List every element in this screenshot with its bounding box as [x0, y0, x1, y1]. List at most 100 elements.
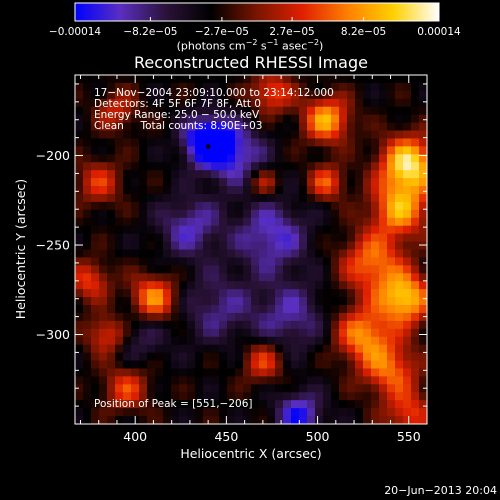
heatmap-cell — [355, 384, 364, 393]
heatmap-cell — [179, 130, 188, 140]
heatmap-cell — [363, 154, 372, 163]
heatmap-cell — [315, 146, 324, 155]
heatmap-cell — [219, 75, 228, 84]
heatmap-cell — [275, 352, 284, 362]
heatmap-cell — [123, 114, 132, 124]
heatmap-cell — [219, 193, 228, 203]
heatmap-cell — [275, 384, 284, 393]
heatmap-cell — [203, 320, 212, 330]
heatmap-cell — [411, 384, 420, 393]
heatmap-cell — [307, 170, 316, 179]
heatmap-cell — [83, 114, 92, 124]
heatmap-cell — [147, 384, 156, 393]
heatmap-cell — [179, 209, 188, 219]
heatmap-cell — [179, 265, 188, 274]
heatmap-cell — [187, 154, 196, 163]
heatmap-cell — [291, 400, 300, 409]
heatmap-cell — [347, 265, 356, 274]
heatmap-cell — [339, 400, 348, 409]
heatmap-cell — [235, 400, 244, 409]
heatmap-cell — [283, 186, 292, 195]
heatmap-cell — [179, 201, 188, 211]
heatmap-cell — [139, 368, 148, 378]
heatmap-cell — [403, 186, 412, 195]
x-tick-label: 550 — [397, 429, 421, 444]
heatmap-cell — [211, 376, 220, 385]
heatmap-cell — [131, 82, 140, 92]
heatmap-cell — [139, 162, 148, 171]
heatmap-cell — [315, 320, 324, 330]
heatmap-cell — [195, 217, 204, 227]
heatmap-cell — [115, 384, 124, 393]
heatmap-cell — [371, 344, 380, 354]
heatmap-cell — [187, 193, 196, 203]
heatmap-cell — [355, 328, 364, 338]
heatmap-cell — [355, 368, 364, 378]
heatmap-cell — [331, 75, 340, 84]
heatmap-cell — [235, 408, 244, 417]
heatmap-cell — [99, 344, 108, 354]
heatmap-cell — [387, 122, 396, 132]
heatmap-cell — [323, 186, 332, 195]
heatmap-cell — [363, 384, 372, 393]
heatmap-cell — [163, 376, 172, 385]
heatmap-cell — [99, 106, 108, 116]
heatmap-cell — [203, 98, 212, 108]
heatmap-cell — [347, 305, 356, 314]
heatmap-cell — [91, 106, 100, 116]
heatmap-cell — [331, 241, 340, 251]
minimum-marker — [205, 144, 211, 149]
heatmap-cell — [323, 408, 332, 417]
heatmap-cell — [123, 122, 132, 132]
heatmap-cell — [235, 114, 244, 124]
heatmap-cell — [227, 320, 236, 330]
heatmap-cell — [283, 416, 292, 424]
heatmap-cell — [139, 392, 148, 401]
heatmap-cell — [75, 178, 84, 187]
heatmap-cell — [347, 146, 356, 155]
heatmap-cell — [339, 328, 348, 338]
heatmap-cell — [275, 154, 284, 163]
heatmap-cell — [235, 257, 244, 266]
heatmap-cell — [91, 360, 100, 370]
heatmap-cell — [227, 82, 236, 92]
heatmap-cell — [155, 289, 164, 298]
heatmap-cell — [131, 154, 140, 163]
heatmap-cell — [203, 82, 212, 92]
heatmap-cell — [323, 82, 332, 92]
heatmap-cell — [123, 281, 132, 290]
heatmap-cell — [395, 281, 404, 290]
heatmap-cell — [131, 186, 140, 195]
heatmap-cell — [227, 241, 236, 251]
heatmap-cell — [299, 249, 308, 259]
heatmap-cell — [107, 352, 116, 362]
heatmap-cell — [147, 130, 156, 140]
heatmap-cell — [355, 289, 364, 298]
heatmap-cell — [291, 122, 300, 132]
heatmap-cell — [371, 130, 380, 140]
heatmap-cell — [339, 368, 348, 378]
heatmap-cell — [267, 273, 276, 282]
heatmap-cell — [339, 106, 348, 116]
heatmap-cell — [171, 416, 180, 424]
heatmap-cell — [259, 265, 268, 274]
heatmap-cell — [163, 336, 172, 346]
heatmap-cell — [107, 225, 116, 235]
heatmap-cell — [195, 186, 204, 195]
heatmap-cell — [131, 328, 140, 338]
heatmap-cell — [283, 209, 292, 219]
heatmap-cell — [83, 408, 92, 417]
heatmap-cell — [379, 289, 388, 298]
heatmap-cell — [315, 273, 324, 282]
heatmap-cell — [259, 392, 268, 401]
heatmap-cell — [187, 281, 196, 290]
heatmap-cell — [155, 162, 164, 171]
heatmap-cell — [355, 392, 364, 401]
heatmap-cell — [227, 193, 236, 203]
heatmap-cell — [299, 297, 308, 306]
heatmap-cell — [371, 122, 380, 132]
heatmap-cell — [379, 344, 388, 354]
heatmap-cell — [307, 368, 316, 378]
heatmap-cell — [115, 249, 124, 259]
heatmap-cell — [235, 384, 244, 393]
